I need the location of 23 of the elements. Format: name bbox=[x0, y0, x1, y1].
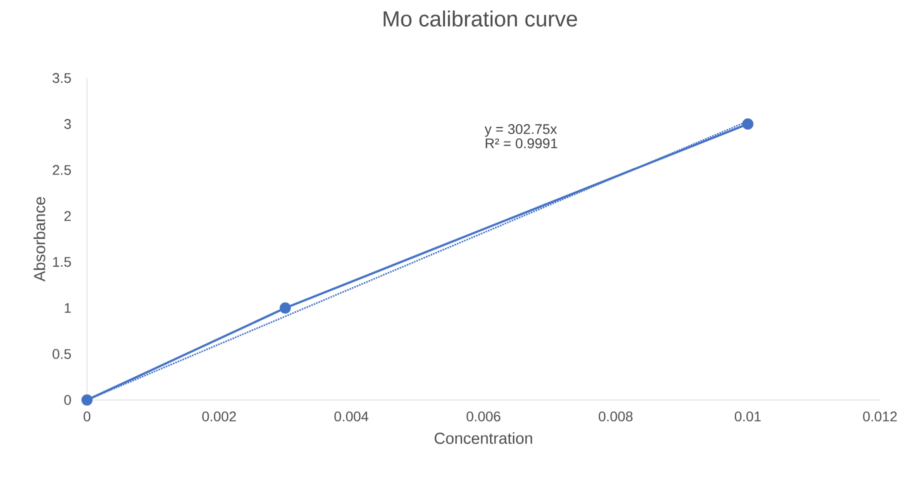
y-tick-label: 3.5 bbox=[52, 73, 71, 83]
point bbox=[280, 302, 291, 314]
y-tick-label: 2.5 bbox=[52, 165, 71, 175]
x-axis-title: Concentration bbox=[434, 432, 532, 444]
x-tick-label: 0.006 bbox=[466, 412, 500, 422]
y-tick-label: 0.5 bbox=[52, 349, 71, 359]
y-tick-label: 1 bbox=[64, 303, 71, 313]
annotation: R² = 0.9991 bbox=[486, 138, 558, 148]
x-tick-label: 0.01 bbox=[734, 412, 761, 422]
y-tick-label: 1.5 bbox=[53, 257, 71, 267]
x-tick-label: 0.004 bbox=[334, 412, 368, 422]
point bbox=[81, 394, 93, 406]
x-tick-label: 0 bbox=[84, 412, 90, 422]
y-tick-label: 3 bbox=[64, 119, 71, 129]
x-tick-label: 0.008 bbox=[598, 412, 633, 422]
chart-title: Mo calibration curve bbox=[384, 10, 578, 27]
annotation: y = 302.75x bbox=[484, 124, 557, 137]
x-tick-label: 0.012 bbox=[863, 412, 897, 422]
y-tick-label: 0 bbox=[64, 395, 71, 405]
point bbox=[742, 118, 754, 130]
y-tick-label: 2 bbox=[64, 211, 71, 221]
x-tick-label: 0.002 bbox=[202, 412, 236, 422]
y-axis-title: Absorbance bbox=[34, 197, 46, 282]
